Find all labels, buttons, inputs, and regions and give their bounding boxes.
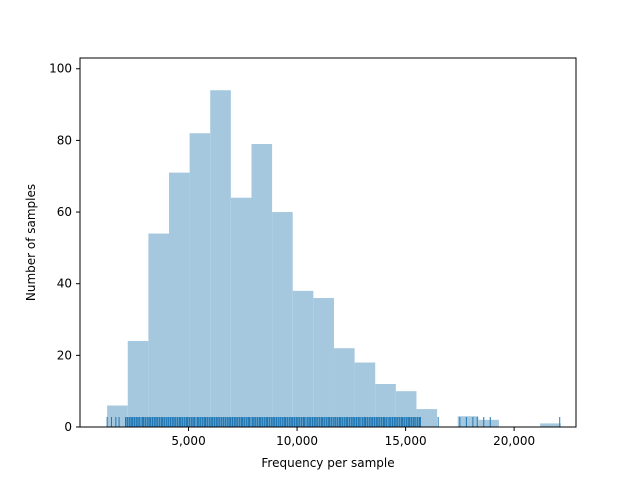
histogram-bar-8 xyxy=(272,212,293,427)
y-tick-label-4: 80 xyxy=(57,133,72,147)
histogram-bar-12 xyxy=(354,362,376,427)
y-tick-label-3: 60 xyxy=(57,205,72,219)
histogram-bar-3 xyxy=(168,172,190,427)
y-tick-label-5: 100 xyxy=(49,62,72,76)
histogram-bar-1 xyxy=(127,341,149,427)
y-tick-label-0: 0 xyxy=(64,420,72,434)
histogram-bar-2 xyxy=(148,233,169,427)
histogram-bar-21 xyxy=(540,423,561,427)
y-tick-label-1: 20 xyxy=(57,348,72,362)
histogram-bar-9 xyxy=(292,290,314,427)
plot-frame xyxy=(79,57,577,428)
x-axis-ticks: 5,000 10,000 15,000 20,000 xyxy=(171,427,535,448)
histogram-bar-17 xyxy=(457,416,479,427)
histogram-bar-13 xyxy=(375,384,396,427)
histogram-bar-18 xyxy=(478,419,499,427)
y-tick-label-2: 40 xyxy=(57,277,72,291)
histogram-bar-11 xyxy=(333,348,355,427)
histogram-bar-10 xyxy=(313,298,334,427)
histogram-bar-4 xyxy=(189,133,211,427)
y-axis-ticks: 0 20 40 60 80 100 xyxy=(49,62,80,434)
histogram-bar-7 xyxy=(251,143,273,427)
histogram-bar-5 xyxy=(210,90,231,427)
x-tick-label-1: 10,000 xyxy=(276,434,318,448)
x-axis-label: Frequency per sample xyxy=(261,456,394,470)
rug-plot xyxy=(106,417,561,427)
y-axis-label: Number of samples xyxy=(24,184,38,301)
histogram-bars xyxy=(107,90,561,427)
histogram-bar-6 xyxy=(230,197,252,427)
x-tick-label-0: 5,000 xyxy=(171,434,205,448)
histogram-bar-15 xyxy=(416,409,438,427)
x-tick-label-2: 15,000 xyxy=(385,434,427,448)
x-tick-label-3: 20,000 xyxy=(493,434,535,448)
histogram-bar-0 xyxy=(107,405,128,427)
